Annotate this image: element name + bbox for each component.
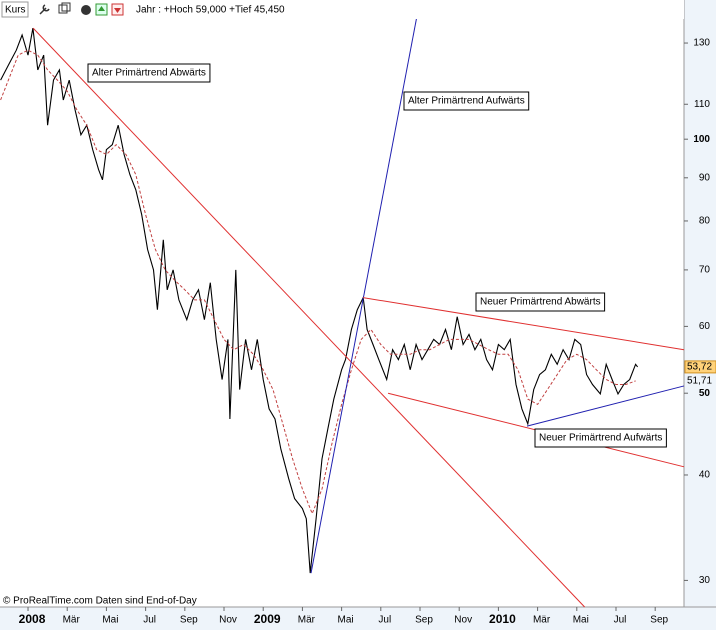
x-tick-label: Mär [533,615,551,626]
trendline [32,27,585,608]
x-tick-label: Mai [573,615,589,626]
trendline [526,385,685,427]
header-bar [0,0,684,19]
annotation: Neuer Primärtrend Aufwärts [534,428,667,448]
y-axis-band [684,0,716,607]
instrument: Kurs [5,5,26,16]
window-icon[interactable] [58,4,68,14]
x-tick-label: Mär [298,615,316,626]
annotation-box [475,292,606,312]
x-axis-band [0,607,716,630]
x-tick-label: Jul [143,615,156,626]
trendline [362,297,685,351]
annotation-text: Neuer Primärtrend Abwärts [480,297,601,308]
x-tick-label: Mai [102,615,118,626]
x-tick-label: Jul [614,615,627,626]
series-line [0,49,636,515]
y-tick-label: 90 [699,172,711,183]
y-tick-label: 100 [693,134,710,145]
instrument-box [1,1,29,18]
y-tick-label: 130 [693,38,710,49]
header-info: Jahr : +Hoch 59,000 +Tief 45,450 [136,5,285,16]
y-tick-label: 30 [699,575,711,586]
annotation: Alter Primärtrend Abwärts [87,63,211,83]
last-value-label: 51,71 [687,376,712,387]
down-arrow [114,8,121,13]
y-tick-label: 110 [694,99,710,110]
up-arrow [98,6,105,11]
close-icon[interactable] [81,5,91,15]
annotation-text: Neuer Primärtrend Aufwärts [539,433,662,444]
x-tick-label: Nov [219,615,237,626]
last-value-box [685,374,716,387]
x-tick-label: Sep [650,615,668,626]
x-tick-label: 2010 [489,612,516,626]
y-tick-label: 40 [699,470,711,481]
x-tick-label: 2008 [19,612,46,626]
y-tick-label: 80 [699,216,711,227]
annotation-text: Alter Primärtrend Aufwärts [408,96,525,107]
trendline [310,0,421,574]
annotation-box [87,63,211,83]
annotation: Alter Primärtrend Aufwärts [403,91,530,111]
annotation-text: Alter Primärtrend Abwärts [92,68,206,79]
annotation-box [534,428,667,448]
annotations: Alter Primärtrend Abwärts Alter Primärtre… [87,63,667,448]
plot [0,0,685,608]
y-tick-label: 70 [699,265,711,276]
y-tick-label: 60 [699,321,711,332]
toolbar[interactable] [39,2,124,16]
last-value-box [684,360,716,374]
series-line [0,28,639,574]
x-tick-label: Sep [180,615,198,626]
footer: © ProRealTime.com Daten sind End-of-Day [3,596,197,607]
tool-icon[interactable] [39,4,50,15]
annotation: Neuer Primärtrend Abwärts [475,292,606,312]
window-icon[interactable] [61,2,71,12]
x-tick-label: Sep [415,615,433,626]
last-value-label: 53,72 [687,362,712,373]
x-tick-label: Jul [378,615,391,626]
x-tick-label: Mai [338,615,354,626]
y-tick-label: 50 [699,388,711,399]
x-tick-label: Nov [454,615,472,626]
annotation-box [403,91,530,111]
x-tick-label: 2009 [254,612,281,626]
x-tick-label: Mär [63,615,81,626]
